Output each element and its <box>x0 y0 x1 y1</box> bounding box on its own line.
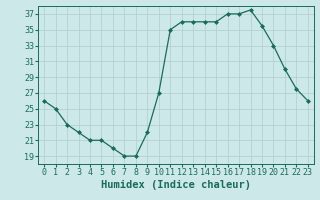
X-axis label: Humidex (Indice chaleur): Humidex (Indice chaleur) <box>101 180 251 190</box>
